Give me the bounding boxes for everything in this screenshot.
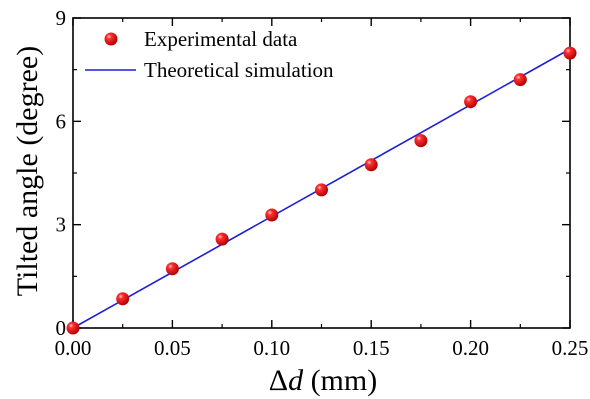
experimental-data-point bbox=[464, 95, 478, 109]
y-tick-label: 0 bbox=[56, 316, 67, 340]
experimental-data-point bbox=[116, 292, 130, 306]
y-tick-label: 6 bbox=[56, 109, 67, 133]
experimental-data-point bbox=[215, 232, 229, 246]
x-axis-title-variable: d bbox=[288, 364, 304, 397]
x-tick-label: 0.05 bbox=[154, 336, 191, 360]
experimental-data-point bbox=[165, 262, 179, 276]
tick-labels: 0.00 0.05 0.10 0.15 0.20 0.25 0 3 6 9 bbox=[55, 6, 589, 360]
axis-ticks bbox=[72, 17, 571, 329]
experimental-data-point bbox=[513, 73, 527, 87]
legend-marker-experimental bbox=[104, 32, 118, 46]
x-axis-title-prefix: Δ bbox=[269, 364, 288, 397]
x-tick-label: 0.10 bbox=[253, 336, 290, 360]
experimental-data-point bbox=[563, 46, 577, 60]
experimental-data-point bbox=[364, 158, 378, 172]
legend-label-theoretical: Theoretical simulation bbox=[144, 58, 334, 82]
experimental-data-point bbox=[66, 321, 80, 335]
experimental-data-point bbox=[414, 134, 428, 148]
x-tick-label: 0.00 bbox=[55, 336, 92, 360]
x-tick-label: 0.25 bbox=[552, 336, 589, 360]
x-axis-title: Δd (mm) bbox=[269, 364, 377, 397]
experimental-data-point bbox=[265, 208, 279, 222]
experimental-data-point bbox=[315, 183, 328, 197]
y-axis-title: Tilted angle (degree) bbox=[11, 46, 44, 296]
x-tick-label: 0.20 bbox=[452, 336, 489, 360]
legend-label-experimental: Experimental data bbox=[144, 27, 298, 51]
x-tick-label: 0.15 bbox=[353, 336, 390, 360]
legend: Experimental data Theoretical simulation bbox=[85, 27, 334, 82]
experimental-points-layer bbox=[66, 46, 577, 335]
x-axis-title-unit: (mm) bbox=[303, 364, 377, 397]
y-tick-label: 9 bbox=[56, 6, 67, 30]
y-tick-label: 3 bbox=[56, 213, 67, 237]
